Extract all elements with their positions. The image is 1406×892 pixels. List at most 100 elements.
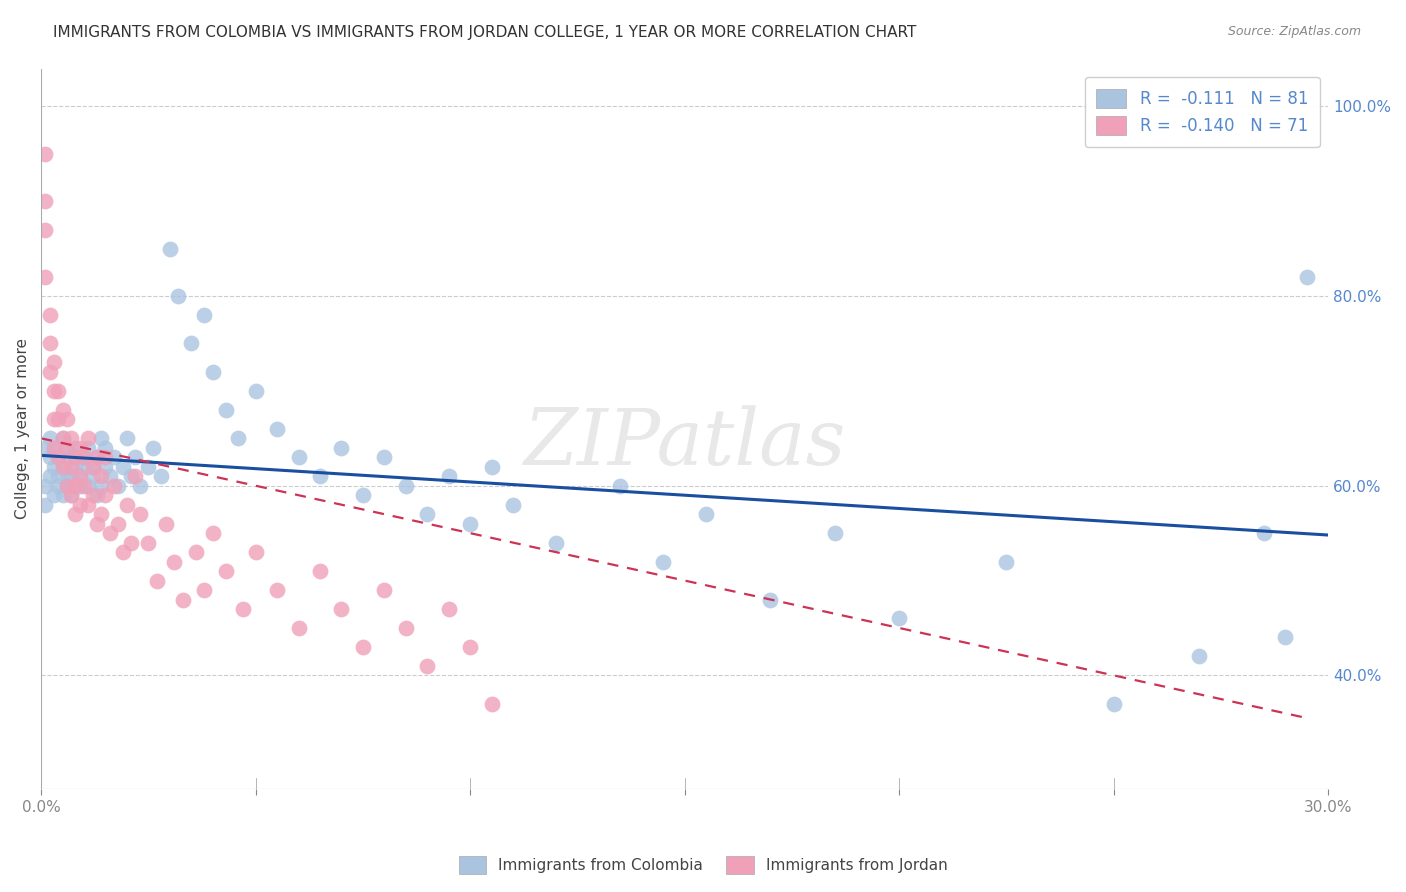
Point [73,479,96,493]
Point [51,402,73,417]
Point [395,621,418,635]
Point [309,469,332,483]
Point [38,431,60,445]
Point [245,384,267,398]
Point [86,450,108,465]
Point [330,441,353,455]
Point [51,488,73,502]
Point [90,507,112,521]
Legend: Immigrants from Colombia, Immigrants from Jordan: Immigrants from Colombia, Immigrants fro… [453,850,953,880]
Point [34,194,56,209]
Point [193,308,215,322]
Point [201,365,224,379]
Point [46,384,69,398]
Point [142,441,165,455]
Point [69,498,91,512]
Point [1102,697,1125,711]
Point [395,479,418,493]
Point [115,498,138,512]
Point [77,479,100,493]
Point [94,488,117,502]
Point [56,479,79,493]
Point [103,479,125,493]
Point [60,488,83,502]
Point [51,431,73,445]
Point [56,441,79,455]
Point [82,459,104,474]
Point [107,516,129,531]
Point [155,516,177,531]
Point [287,450,309,465]
Point [73,450,96,465]
Point [82,459,104,474]
Point [245,545,267,559]
Point [73,450,96,465]
Point [65,507,87,521]
Point [65,450,87,465]
Point [266,582,288,597]
Point [34,498,56,512]
Point [38,336,60,351]
Point [184,545,207,559]
Point [352,488,374,502]
Point [94,459,117,474]
Point [228,431,250,445]
Point [42,412,65,426]
Point [759,592,782,607]
Point [90,479,112,493]
Point [34,479,56,493]
Point [232,602,254,616]
Point [98,526,121,541]
Point [1295,270,1317,285]
Point [373,450,395,465]
Point [138,535,160,549]
Point [416,507,439,521]
Point [111,545,134,559]
Point [60,459,83,474]
Y-axis label: College, 1 year or more: College, 1 year or more [15,338,30,519]
Point [167,289,190,303]
Point [214,564,236,578]
Point [103,450,125,465]
Point [46,450,69,465]
Point [60,431,83,445]
Point [38,308,60,322]
Point [69,469,91,483]
Point [352,640,374,654]
Point [887,611,910,625]
Point [34,270,56,285]
Point [65,441,87,455]
Point [38,450,60,465]
Point [60,450,83,465]
Point [437,602,460,616]
Point [34,223,56,237]
Point [82,488,104,502]
Point [138,459,160,474]
Point [82,469,104,483]
Point [65,459,87,474]
Point [42,441,65,455]
Point [416,659,439,673]
Point [56,412,79,426]
Point [77,431,100,445]
Point [120,469,142,483]
Point [128,479,150,493]
Point [46,469,69,483]
Point [128,507,150,521]
Text: IMMIGRANTS FROM COLOMBIA VS IMMIGRANTS FROM JORDAN COLLEGE, 1 YEAR OR MORE CORRE: IMMIGRANTS FROM COLOMBIA VS IMMIGRANTS F… [53,25,917,40]
Point [481,697,503,711]
Point [1188,649,1211,664]
Point [46,412,69,426]
Point [51,459,73,474]
Point [373,582,395,597]
Point [77,498,100,512]
Point [86,516,108,531]
Point [124,469,146,483]
Point [437,469,460,483]
Point [98,469,121,483]
Point [159,242,181,256]
Point [38,469,60,483]
Point [544,535,567,549]
Point [69,469,91,483]
Point [111,459,134,474]
